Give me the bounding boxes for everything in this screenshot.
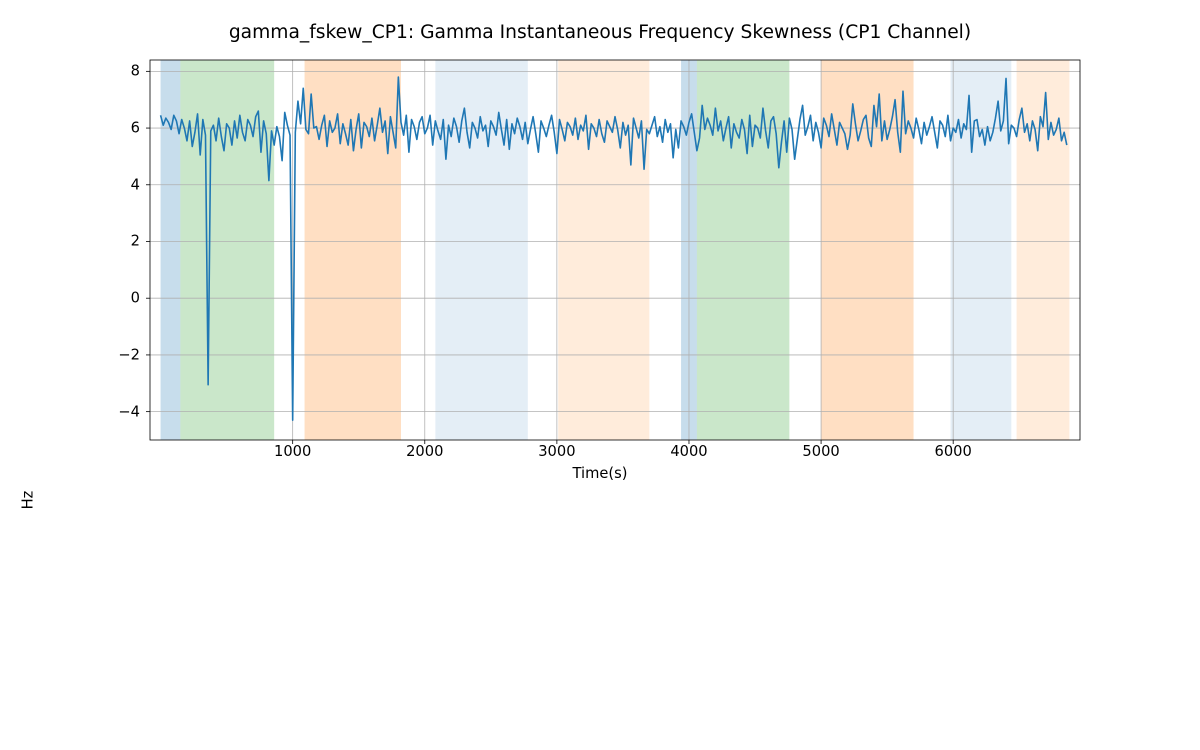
- x-tick-label: 1000: [274, 443, 311, 460]
- plot-area: [0, 0, 1200, 500]
- y-tick-label: 6: [0, 120, 140, 137]
- y-tick-label: −2: [0, 346, 140, 363]
- x-tick-label: 2000: [406, 443, 443, 460]
- y-tick-label: −4: [0, 403, 140, 420]
- figure: gamma_fskew_CP1: Gamma Instantaneous Fre…: [0, 0, 1200, 500]
- shaded-region: [161, 60, 181, 440]
- x-tick-label: 4000: [670, 443, 707, 460]
- shaded-region: [558, 60, 649, 440]
- shaded-region: [951, 60, 1012, 440]
- y-tick-label: 0: [0, 290, 140, 307]
- shaded-region: [180, 60, 274, 440]
- y-tick-label: 2: [0, 233, 140, 250]
- x-tick-label: 5000: [802, 443, 839, 460]
- y-tick-label: 8: [0, 63, 140, 80]
- shaded-region: [821, 60, 913, 440]
- shaded-region: [305, 60, 401, 440]
- shaded-region: [697, 60, 789, 440]
- y-tick-label: 4: [0, 176, 140, 193]
- x-tick-label: 3000: [538, 443, 575, 460]
- shaded-region: [435, 60, 527, 440]
- x-tick-label: 6000: [935, 443, 972, 460]
